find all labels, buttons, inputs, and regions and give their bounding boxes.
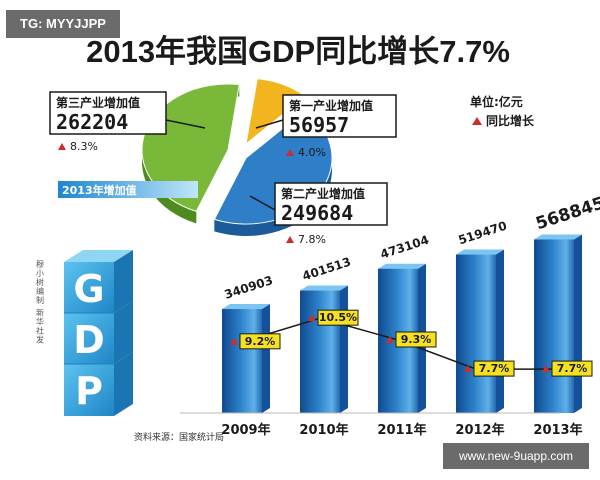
bar-side (262, 304, 270, 413)
bar-top (456, 249, 504, 255)
watermark-bottom: www.new-9uapp.com (443, 443, 589, 469)
pie-callout-growth-tertiary: 8.3% (70, 140, 98, 153)
growth-value-label: 10.5% (319, 311, 357, 324)
x-tick-label: 2009年 (221, 422, 270, 438)
x-tick-label: 2011年 (377, 422, 426, 438)
pie-callout-primary (282, 94, 397, 138)
growth-marker-icon (58, 143, 66, 150)
cube-letter-g: G (73, 267, 104, 311)
chart-title: 2013年我国GDP同比增长7.7% (86, 34, 510, 69)
gdp-cubes: G D P (64, 250, 133, 416)
growth-marker-icon (542, 365, 550, 373)
growth-label-box (395, 331, 437, 348)
cube-p: P (64, 352, 133, 416)
growth-value-label: 9.3% (401, 333, 432, 346)
bar-value-label: 401513 (301, 255, 353, 284)
growth-marker-icon (286, 149, 294, 156)
pie-callout-name-primary: 第一产业增加值 (289, 98, 373, 113)
pie-slice-side-2 (214, 110, 332, 237)
bar-top (378, 263, 426, 269)
bar-2009年 (222, 309, 262, 413)
bar-side (496, 249, 504, 413)
pie-callout-value-primary: 56957 (289, 113, 349, 137)
x-axis-labels: 2009年 2010年 2011年 2012年 2013年 (221, 422, 582, 438)
credit-text: 穆小树编制 新华社发 (36, 259, 45, 345)
source-text: 资料来源：国家统计局 (134, 431, 224, 443)
growth-label-box (317, 309, 359, 326)
growth-legend-label: 同比增长 (486, 113, 535, 128)
cube-letter-d: D (73, 318, 105, 362)
pie-tag-label: 2013年增加值 (62, 183, 137, 197)
bar-top (300, 285, 348, 291)
growth-marker-icon (230, 337, 238, 345)
bar-value-label: 568845 (533, 193, 600, 234)
x-tick-label: 2013年 (533, 422, 582, 438)
bar-top (222, 304, 270, 310)
bar-side (574, 234, 582, 413)
bar-value-label: 340903 (223, 273, 275, 302)
bar-2010年 (300, 290, 340, 413)
legend-marker-icon (472, 117, 482, 125)
pie-callout-tertiary (49, 91, 167, 135)
pie-callout-name-tertiary: 第三产业增加值 (56, 95, 140, 110)
pie-callout-name-secondary: 第二产业增加值 (281, 186, 365, 201)
growth-label-box (551, 360, 593, 377)
pie-leader-secondary (249, 195, 276, 211)
pie-leader-tertiary (165, 119, 206, 129)
growth-value-label: 7.7% (557, 362, 588, 375)
cube-d: D (64, 301, 133, 364)
growth-marker-icon (386, 336, 394, 343)
x-tick-label: 2012年 (455, 422, 504, 438)
cube-letter-p: P (75, 369, 103, 413)
bar-2012年 (456, 254, 496, 413)
growth-label-box (239, 333, 281, 350)
growth-marker-icon (308, 314, 316, 322)
bar-2013年 (534, 239, 574, 413)
pie-callout-secondary (274, 182, 388, 226)
bar-value-label: 473104 (379, 233, 431, 262)
pie-tag-bar (58, 181, 198, 198)
bar-top (534, 234, 582, 240)
cube-g: G (64, 250, 133, 313)
growth-label-box (473, 360, 515, 377)
watermark-top: TG: MYYJJPP (6, 10, 120, 38)
x-tick-label: 2010年 (299, 422, 348, 438)
bar-side (340, 285, 348, 413)
growth-value-label: 7.7% (479, 362, 510, 375)
growth-value-label: 9.2% (245, 335, 276, 348)
unit-label: 单位:亿元 (470, 94, 523, 109)
pie-callout-growth-primary: 4.0% (298, 146, 326, 159)
bar-value-label: 519470 (457, 219, 509, 248)
growth-marker-icon (464, 365, 472, 373)
pie-callout-value-secondary: 249684 (281, 201, 353, 225)
pie-callout-growth-secondary: 7.8% (298, 233, 326, 246)
pie-leader-primary (255, 119, 284, 129)
growth-marker-icon (286, 236, 294, 243)
pie-callout-value-tertiary: 262204 (56, 110, 128, 134)
growth-line-chart: 9.2% 10.5% 9.3% 7.7% 7.7% (230, 309, 593, 377)
